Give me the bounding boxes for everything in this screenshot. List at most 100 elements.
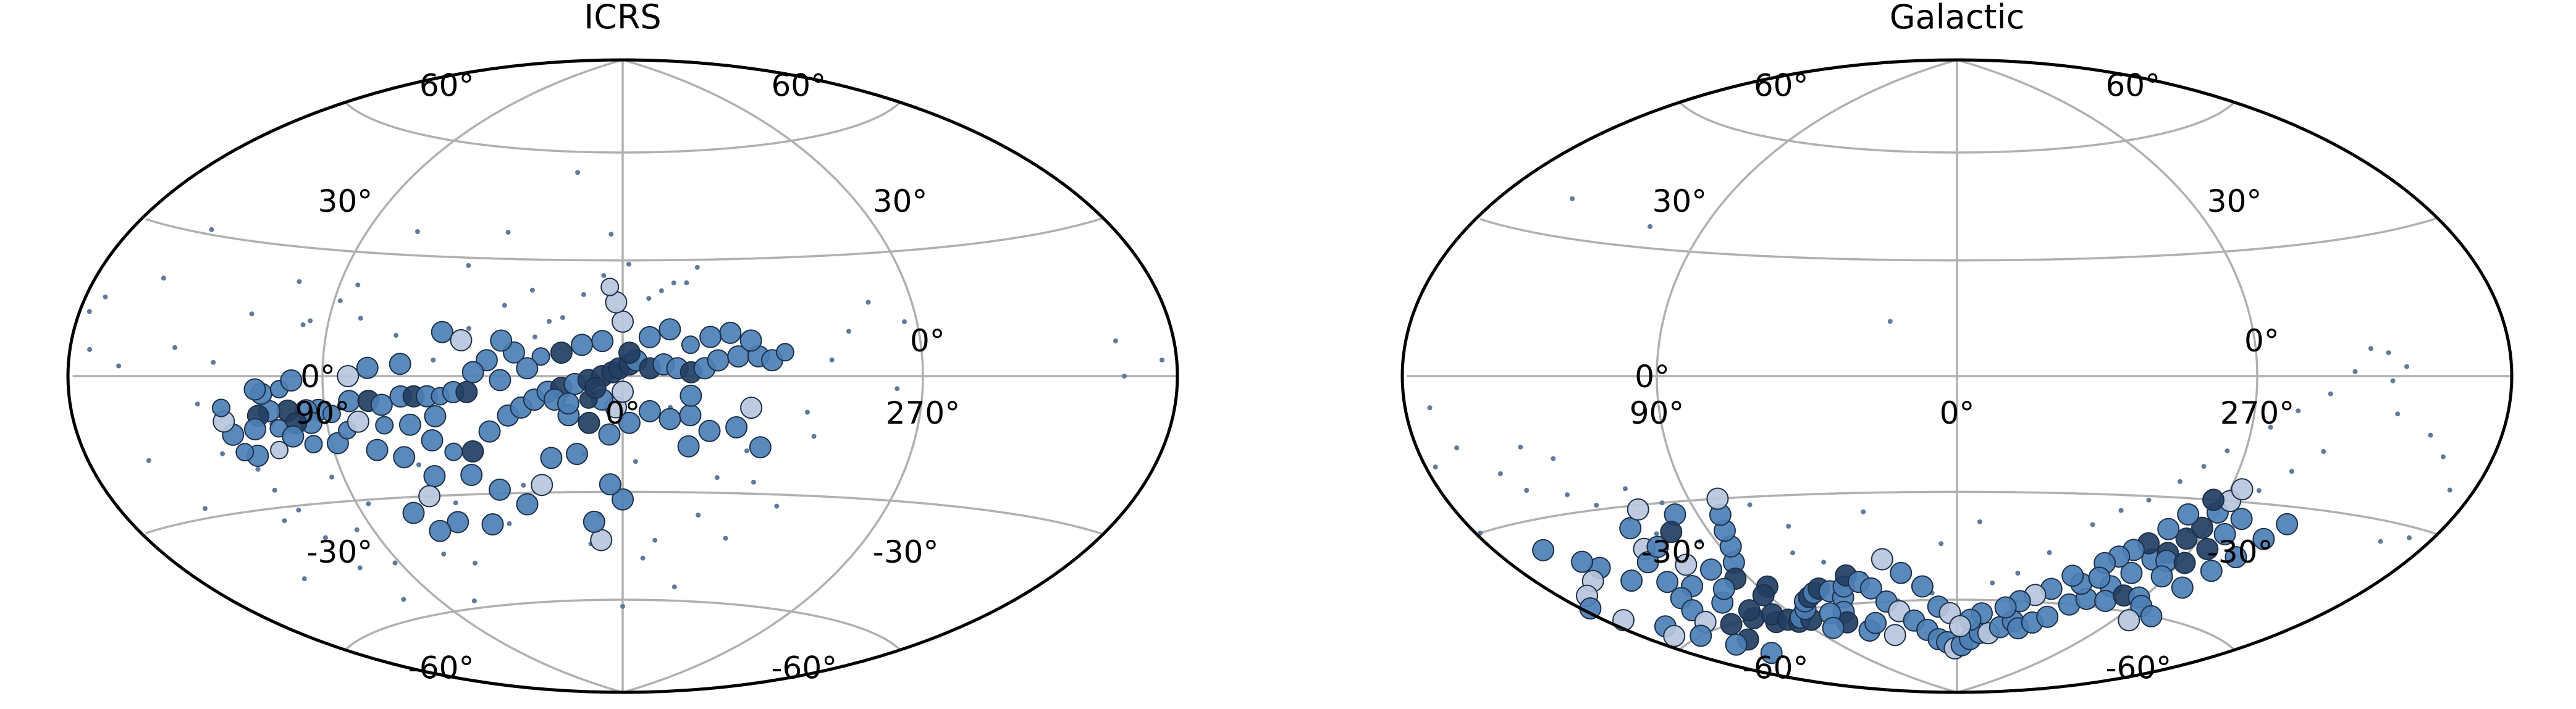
icrs-source-point (235, 443, 255, 462)
galactic-source-point (1619, 517, 1642, 540)
galactic-source-point (1646, 535, 1669, 558)
icrs-lat-tick-minus60-right: -60° (772, 650, 838, 686)
galactic-small-point (2256, 488, 2262, 493)
galactic-source-point (1752, 584, 1775, 606)
galactic-source-point (2036, 605, 2059, 628)
icrs-small-point (502, 303, 507, 308)
galactic-source-point (1720, 613, 1743, 636)
icrs-source-point (282, 425, 305, 448)
galactic-small-point (2395, 411, 2401, 417)
galactic-source-point (2230, 508, 2253, 531)
galactic-source-point (1706, 487, 1729, 510)
icrs-lat-tick-minus30-left: -30° (307, 534, 373, 570)
galactic-source-point (2094, 590, 2117, 612)
galactic-source-point (1627, 498, 1649, 521)
galactic-source-point (1871, 548, 1893, 571)
galactic-lat-tick-minus60-left: -60° (1743, 650, 1809, 686)
icrs-small-point (358, 316, 363, 321)
icrs-source-point (450, 329, 473, 351)
icrs-small-point (296, 507, 301, 513)
galactic-lon-tick-90: 90° (1630, 395, 1685, 431)
galactic-small-point (1887, 319, 1893, 324)
galactic-source-point (1884, 624, 1906, 647)
icrs-small-point (751, 479, 756, 485)
galactic-source-point (1738, 599, 1761, 622)
icrs-source-point (699, 325, 722, 348)
icrs-source-point (398, 413, 421, 436)
galactic-source-point (2173, 552, 2196, 574)
icrs-small-point (354, 527, 360, 532)
galactic-source-point (2118, 609, 2140, 632)
icrs-small-point (172, 345, 178, 350)
icrs-source-point (212, 398, 230, 417)
icrs-source-point (337, 365, 360, 387)
icrs-small-point (466, 262, 471, 268)
icrs-source-point (598, 423, 621, 446)
galactic-small-point (2378, 539, 2383, 544)
icrs-small-point (86, 309, 92, 314)
icrs-source-point (612, 380, 634, 403)
galactic-source-point (2225, 546, 2247, 569)
icrs-small-point (471, 598, 477, 603)
icrs-source-point (270, 440, 289, 459)
galactic-small-point (1938, 541, 1944, 547)
icrs-source-point (571, 334, 593, 356)
icrs-small-point (696, 513, 701, 518)
icrs-lon-tick-270: 270° (886, 395, 960, 431)
galactic-small-point (1654, 531, 1659, 537)
galactic-small-point (2447, 487, 2452, 493)
icrs-lat-tick-minus60-left: -60° (408, 650, 474, 686)
galactic-source-point (2196, 538, 2219, 560)
galactic-small-point (2047, 550, 2052, 555)
galactic-source-point (2177, 503, 2200, 526)
icrs-source-point (775, 343, 794, 362)
galactic-markers (1427, 196, 2452, 665)
galactic-source-point (2157, 518, 2180, 540)
icrs-small-point (282, 518, 287, 524)
icrs-source-point (638, 400, 661, 422)
galactic-small-point (2118, 508, 2124, 513)
icrs-source-point (681, 335, 700, 354)
galactic-source-point (1911, 575, 1934, 598)
galactic-lat-gridline (1480, 217, 2438, 262)
galactic-source-point (2213, 522, 2236, 545)
icrs-small-point (560, 315, 565, 321)
icrs-small-point (902, 319, 907, 324)
galactic-lon-tick-270: 270° (2220, 395, 2294, 431)
icrs-small-point (865, 300, 871, 305)
icrs-lat-tick-60-right: 60° (772, 68, 827, 104)
icrs-lat-tick-0-left: 0° (300, 359, 335, 395)
icrs-source-point (347, 410, 369, 433)
galactic-source-point (2088, 566, 2111, 589)
icrs-source-point (431, 321, 453, 343)
icrs-source-point (739, 329, 762, 352)
galactic-lon-tick-0: 0° (1940, 395, 1975, 431)
icrs-source-point (393, 446, 416, 469)
icrs-source-point (447, 511, 469, 534)
icrs-source-point (280, 369, 303, 392)
galactic-source-point (1656, 571, 1679, 594)
icrs-lon-tick-90: 90° (295, 395, 350, 431)
icrs-source-point (516, 357, 539, 380)
icrs-source-point (707, 349, 730, 372)
galactic-small-point (1622, 486, 1628, 492)
icrs-source-point (719, 321, 742, 344)
icrs-small-point (161, 275, 166, 281)
galactic-small-point (1698, 539, 1703, 544)
icrs-source-point (478, 420, 501, 443)
icrs-small-point (652, 537, 658, 543)
icrs-source-point (659, 318, 681, 341)
icrs-small-point (329, 474, 335, 480)
icrs-small-point (357, 565, 363, 571)
icrs-source-point (578, 411, 600, 434)
icrs-source-point (455, 380, 478, 403)
icrs-source-point (424, 405, 447, 427)
icrs-small-point (392, 560, 398, 566)
icrs-lat-tick-minus30-right: -30° (873, 534, 939, 570)
icrs-small-point (195, 401, 200, 407)
icrs-source-point (612, 488, 634, 511)
icrs-small-point (694, 264, 700, 270)
icrs-source-point (540, 447, 563, 469)
galactic-small-point (1454, 445, 1460, 451)
icrs-small-point (640, 555, 646, 561)
